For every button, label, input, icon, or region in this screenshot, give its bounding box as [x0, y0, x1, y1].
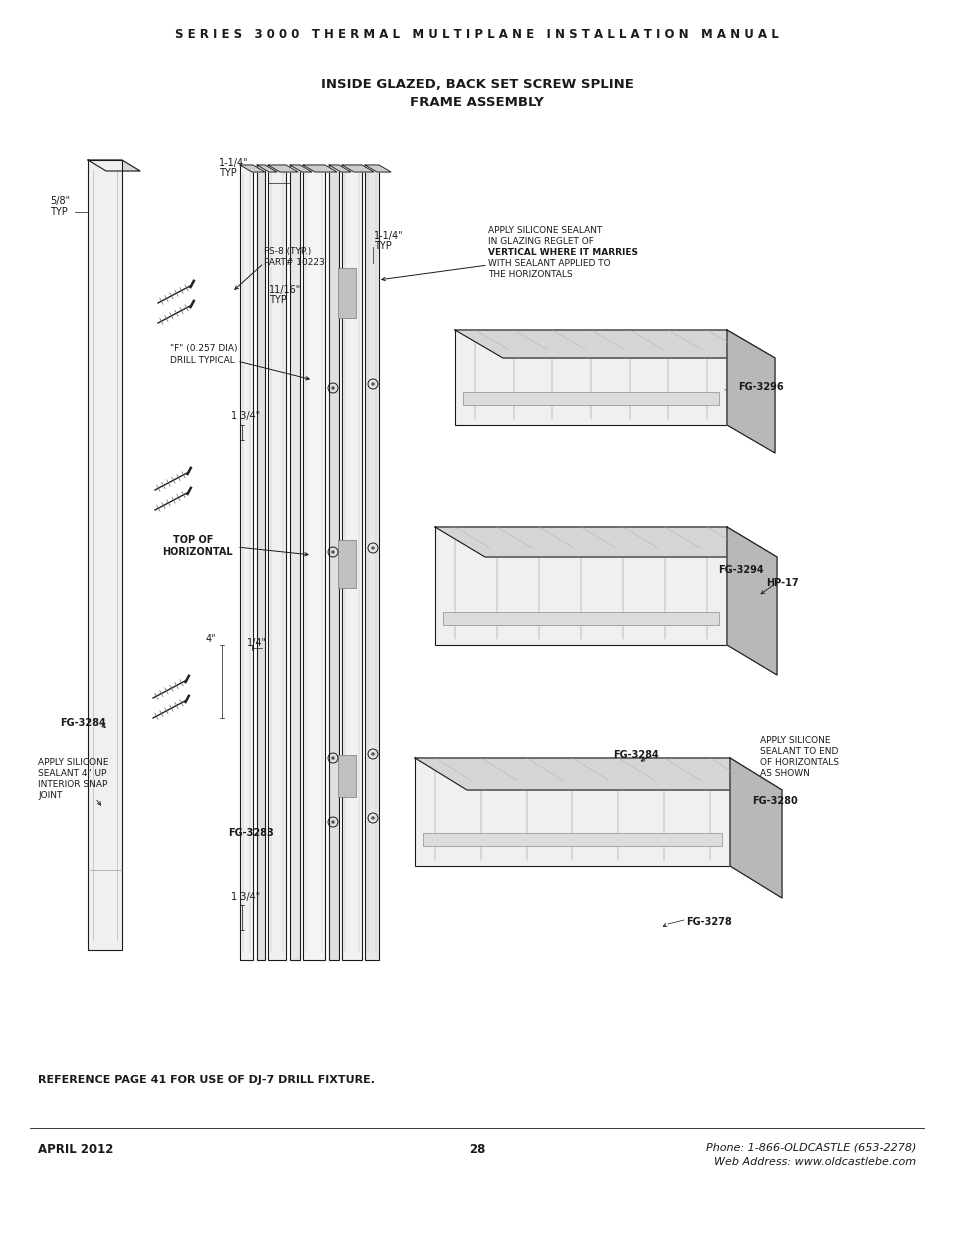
Text: Web Address: www.oldcastlebe.com: Web Address: www.oldcastlebe.com [713, 1157, 915, 1167]
Text: 1 3/4": 1 3/4" [231, 411, 260, 421]
Bar [337, 540, 355, 588]
Text: FG-3294: FG-3294 [718, 564, 762, 576]
Text: PART# 10223: PART# 10223 [264, 258, 324, 267]
Bar [415, 758, 729, 866]
Bar [337, 268, 355, 317]
Bar [290, 165, 299, 960]
Polygon shape [290, 165, 312, 172]
Polygon shape [435, 527, 776, 557]
Text: INSIDE GLAZED, BACK SET SCREW SPLINE: INSIDE GLAZED, BACK SET SCREW SPLINE [320, 78, 633, 91]
Text: 1 3/4": 1 3/4" [231, 892, 260, 902]
Text: 5/8": 5/8" [50, 196, 71, 206]
Text: 11/16": 11/16" [269, 285, 301, 295]
Text: 1-1/4": 1-1/4" [219, 158, 249, 168]
Circle shape [331, 820, 335, 824]
Text: DRILL TYPICAL: DRILL TYPICAL [170, 356, 234, 366]
Text: FG-3283: FG-3283 [228, 827, 274, 839]
Text: TYP: TYP [269, 295, 287, 305]
Text: FG-3278: FG-3278 [685, 918, 731, 927]
Polygon shape [729, 758, 781, 898]
Bar [337, 755, 355, 797]
Text: VERTICAL WHERE IT MARRIES: VERTICAL WHERE IT MARRIES [488, 248, 638, 257]
Text: APPLY SILICONE: APPLY SILICONE [760, 736, 830, 745]
Polygon shape [341, 165, 374, 172]
Text: TOP OF: TOP OF [172, 535, 213, 545]
Text: 28: 28 [468, 1144, 485, 1156]
Text: 1-1/4": 1-1/4" [374, 231, 403, 241]
Text: S E R I E S   3 0 0 0   T H E R M A L   M U L T I P L A N E   I N S T A L L A T : S E R I E S 3 0 0 0 T H E R M A L M U L … [175, 28, 778, 41]
Bar [365, 165, 378, 960]
Text: THE HORIZONTALS: THE HORIZONTALS [488, 270, 572, 279]
Text: FRAME ASSEMBLY: FRAME ASSEMBLY [410, 96, 543, 109]
Text: TYP: TYP [374, 241, 392, 251]
Circle shape [371, 752, 375, 756]
Polygon shape [88, 161, 140, 170]
Bar [455, 330, 726, 425]
Bar [303, 165, 325, 960]
Text: Phone: 1-866-OLDCASTLE (653-2278): Phone: 1-866-OLDCASTLE (653-2278) [705, 1144, 915, 1153]
Text: WITH SEALANT APPLIED TO: WITH SEALANT APPLIED TO [488, 259, 610, 268]
Text: SEALANT 4" UP: SEALANT 4" UP [38, 769, 107, 778]
Polygon shape [415, 758, 781, 790]
Text: FG-3280: FG-3280 [751, 797, 797, 806]
Text: FG-3296: FG-3296 [738, 382, 782, 391]
Text: "F" (0.257 DIA): "F" (0.257 DIA) [170, 345, 237, 353]
Text: FS-8 (TYP.): FS-8 (TYP.) [264, 247, 311, 256]
Bar [268, 165, 286, 960]
Text: APRIL 2012: APRIL 2012 [38, 1144, 113, 1156]
Bar [88, 161, 122, 950]
Text: INTERIOR SNAP: INTERIOR SNAP [38, 781, 108, 789]
Circle shape [371, 547, 375, 550]
Circle shape [371, 383, 375, 385]
Text: HP-17: HP-17 [765, 578, 798, 588]
Circle shape [371, 816, 375, 820]
Bar [442, 613, 719, 625]
Bar [422, 832, 721, 846]
Polygon shape [726, 330, 774, 453]
Polygon shape [329, 165, 351, 172]
Text: JOINT: JOINT [38, 790, 62, 800]
Text: TYP: TYP [219, 168, 236, 178]
Bar [240, 165, 253, 960]
Text: TYP: TYP [50, 207, 68, 217]
Circle shape [331, 387, 335, 389]
Bar [329, 165, 338, 960]
Circle shape [331, 551, 335, 553]
Text: OF HORIZONTALS: OF HORIZONTALS [760, 758, 838, 767]
Text: SEALANT TO END: SEALANT TO END [760, 747, 838, 756]
Polygon shape [240, 165, 265, 172]
Text: REFERENCE PAGE 41 FOR USE OF DJ-7 DRILL FIXTURE.: REFERENCE PAGE 41 FOR USE OF DJ-7 DRILL … [38, 1074, 375, 1086]
Circle shape [331, 757, 335, 760]
Polygon shape [303, 165, 336, 172]
Polygon shape [256, 165, 276, 172]
Text: AS SHOWN: AS SHOWN [760, 769, 809, 778]
Polygon shape [455, 330, 774, 358]
Polygon shape [268, 165, 297, 172]
Text: APPLY SILICONE: APPLY SILICONE [38, 758, 109, 767]
Text: IN GLAZING REGLET OF: IN GLAZING REGLET OF [488, 237, 594, 246]
Text: 1/4": 1/4" [247, 638, 267, 648]
Text: 4": 4" [206, 634, 216, 643]
Text: HORIZONTAL: HORIZONTAL [162, 547, 233, 557]
Text: FG-3284: FG-3284 [613, 750, 659, 760]
Bar [435, 527, 726, 645]
Bar [341, 165, 361, 960]
Bar [256, 165, 265, 960]
Polygon shape [365, 165, 391, 172]
Bar [462, 391, 719, 405]
Text: FG-3284: FG-3284 [60, 718, 106, 727]
Text: APPLY SILICONE SEALANT: APPLY SILICONE SEALANT [488, 226, 601, 235]
Polygon shape [726, 527, 776, 676]
